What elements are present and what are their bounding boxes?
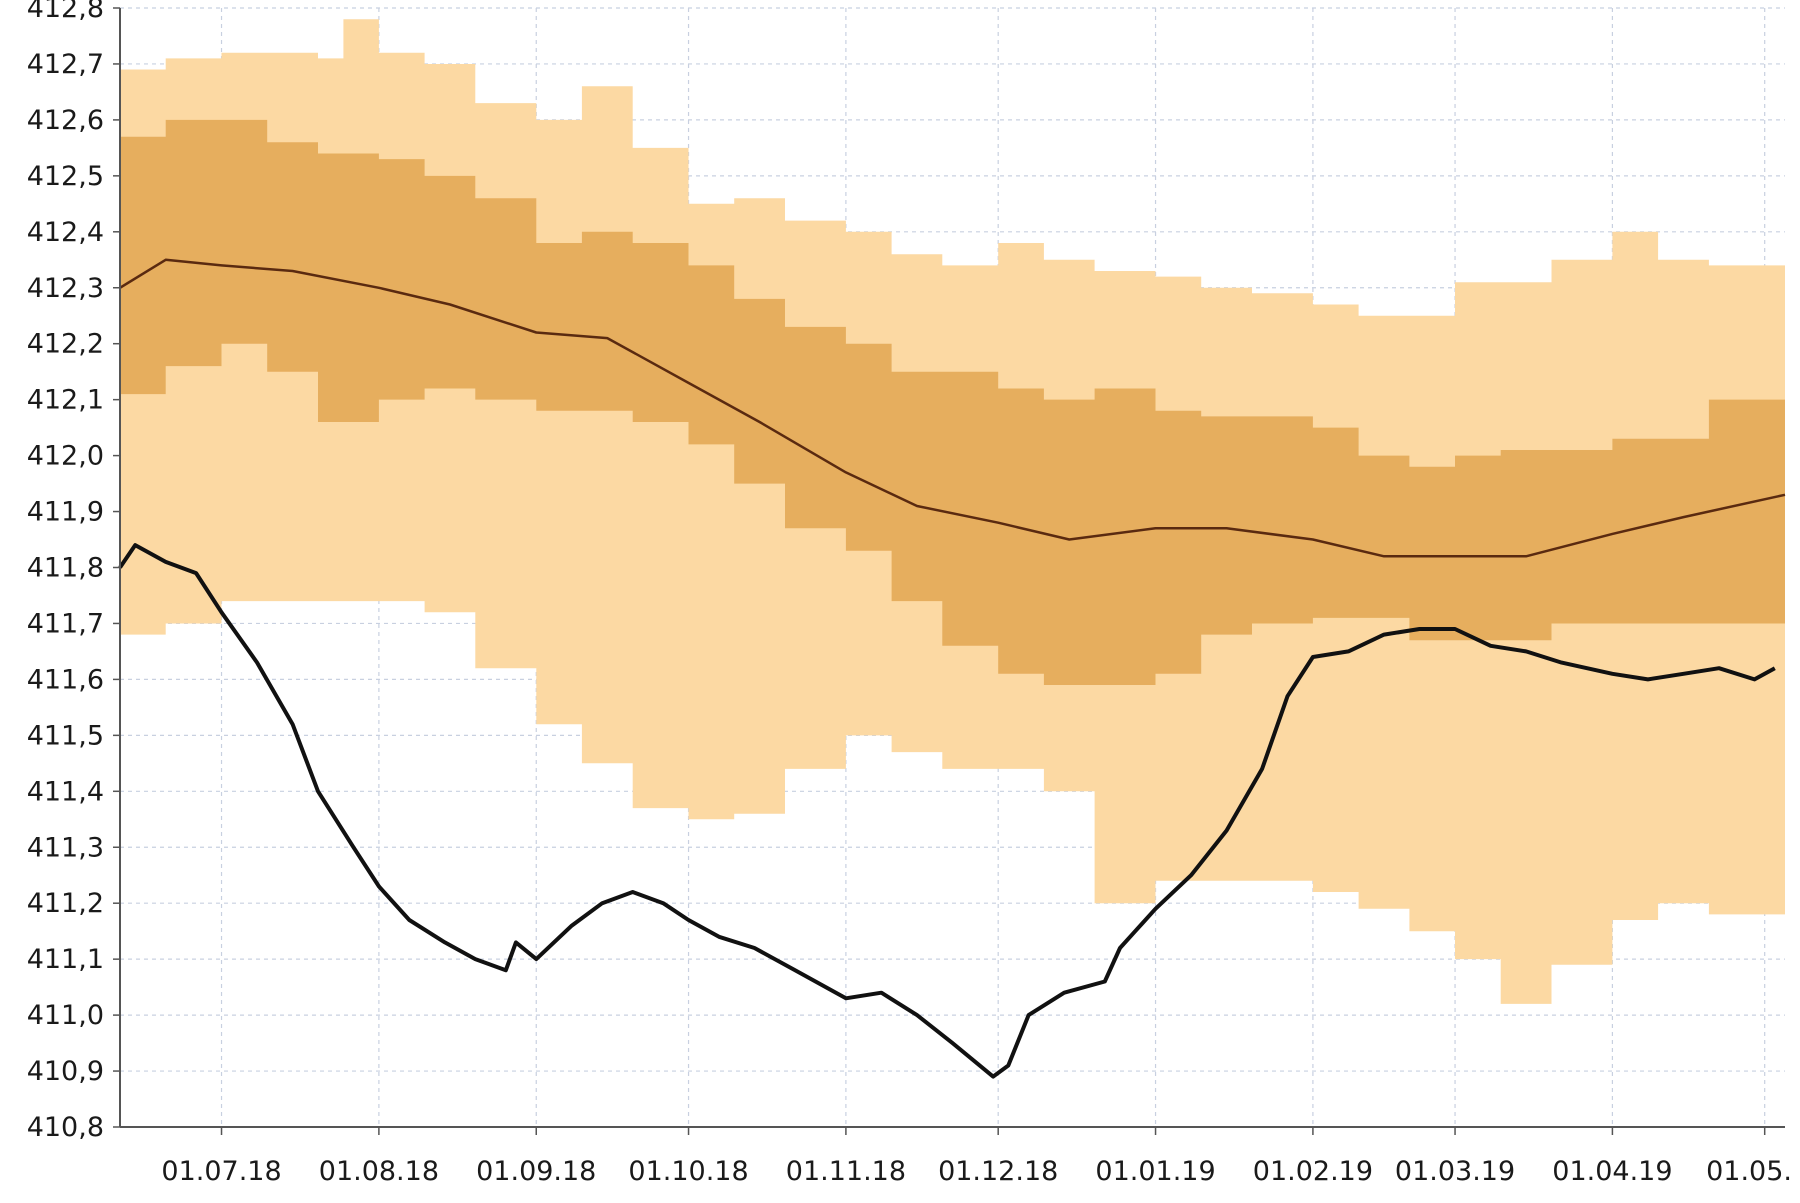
x-tick-label: 01.12.18 <box>938 1156 1058 1187</box>
y-tick-label: 412,8 <box>27 0 104 24</box>
y-tick-label: 410,8 <box>27 1112 104 1143</box>
y-tick-label: 411,8 <box>27 553 104 584</box>
bands <box>120 19 1785 1004</box>
observed-line <box>118 543 1776 1079</box>
y-tick-label: 412,6 <box>27 105 104 136</box>
x-tick-label: 01.09.18 <box>476 1156 596 1187</box>
x-tick-label: 01.07.18 <box>161 1156 281 1187</box>
x-tick-label: 01.08.18 <box>319 1156 439 1187</box>
y-tick-label: 411,7 <box>27 608 104 639</box>
lines <box>118 258 1786 1079</box>
x-tick-label: 01.10.18 <box>628 1156 748 1187</box>
y-tick-label: 411,9 <box>27 497 104 528</box>
x-tick-label: 01.04.19 <box>1552 1156 1672 1187</box>
x-tick-label: 01.05. <box>1706 1156 1792 1187</box>
y-tick-label: 412,0 <box>27 441 104 472</box>
median-line <box>119 258 1786 558</box>
y-tick-label: 412,5 <box>27 161 104 192</box>
inner-band-area <box>120 119 1785 685</box>
y-tick-label: 412,4 <box>27 217 104 248</box>
y-tick-label: 411,5 <box>27 720 104 751</box>
y-tick-label: 411,6 <box>27 664 104 695</box>
y-tick-label: 410,9 <box>27 1056 104 1087</box>
x-tick-label: 01.01.19 <box>1095 1156 1215 1187</box>
y-tick-label: 412,3 <box>27 273 104 304</box>
y-tick-label: 411,0 <box>27 1000 104 1031</box>
x-tick-label: 01.03.19 <box>1395 1156 1515 1187</box>
x-tick-label: 01.11.18 <box>786 1156 906 1187</box>
y-ticks: 410,8 410,9 411,0 411,1 411,2 411,3 411,4 411,5… <box>27 0 120 1143</box>
x-ticks: 01.07.18 01.08.18 01.09.18 01.10.18 01.11.18… <box>161 1127 1792 1187</box>
y-tick-label: 411,3 <box>27 832 104 863</box>
x-tick-label: 01.02.19 <box>1253 1156 1373 1187</box>
y-tick-label: 412,2 <box>27 329 104 360</box>
y-tick-label: 411,2 <box>27 888 104 919</box>
y-tick-label: 412,1 <box>27 385 104 416</box>
y-tick-label: 411,1 <box>27 944 104 975</box>
y-tick-label: 412,7 <box>27 49 104 80</box>
y-tick-label: 411,4 <box>27 776 104 807</box>
